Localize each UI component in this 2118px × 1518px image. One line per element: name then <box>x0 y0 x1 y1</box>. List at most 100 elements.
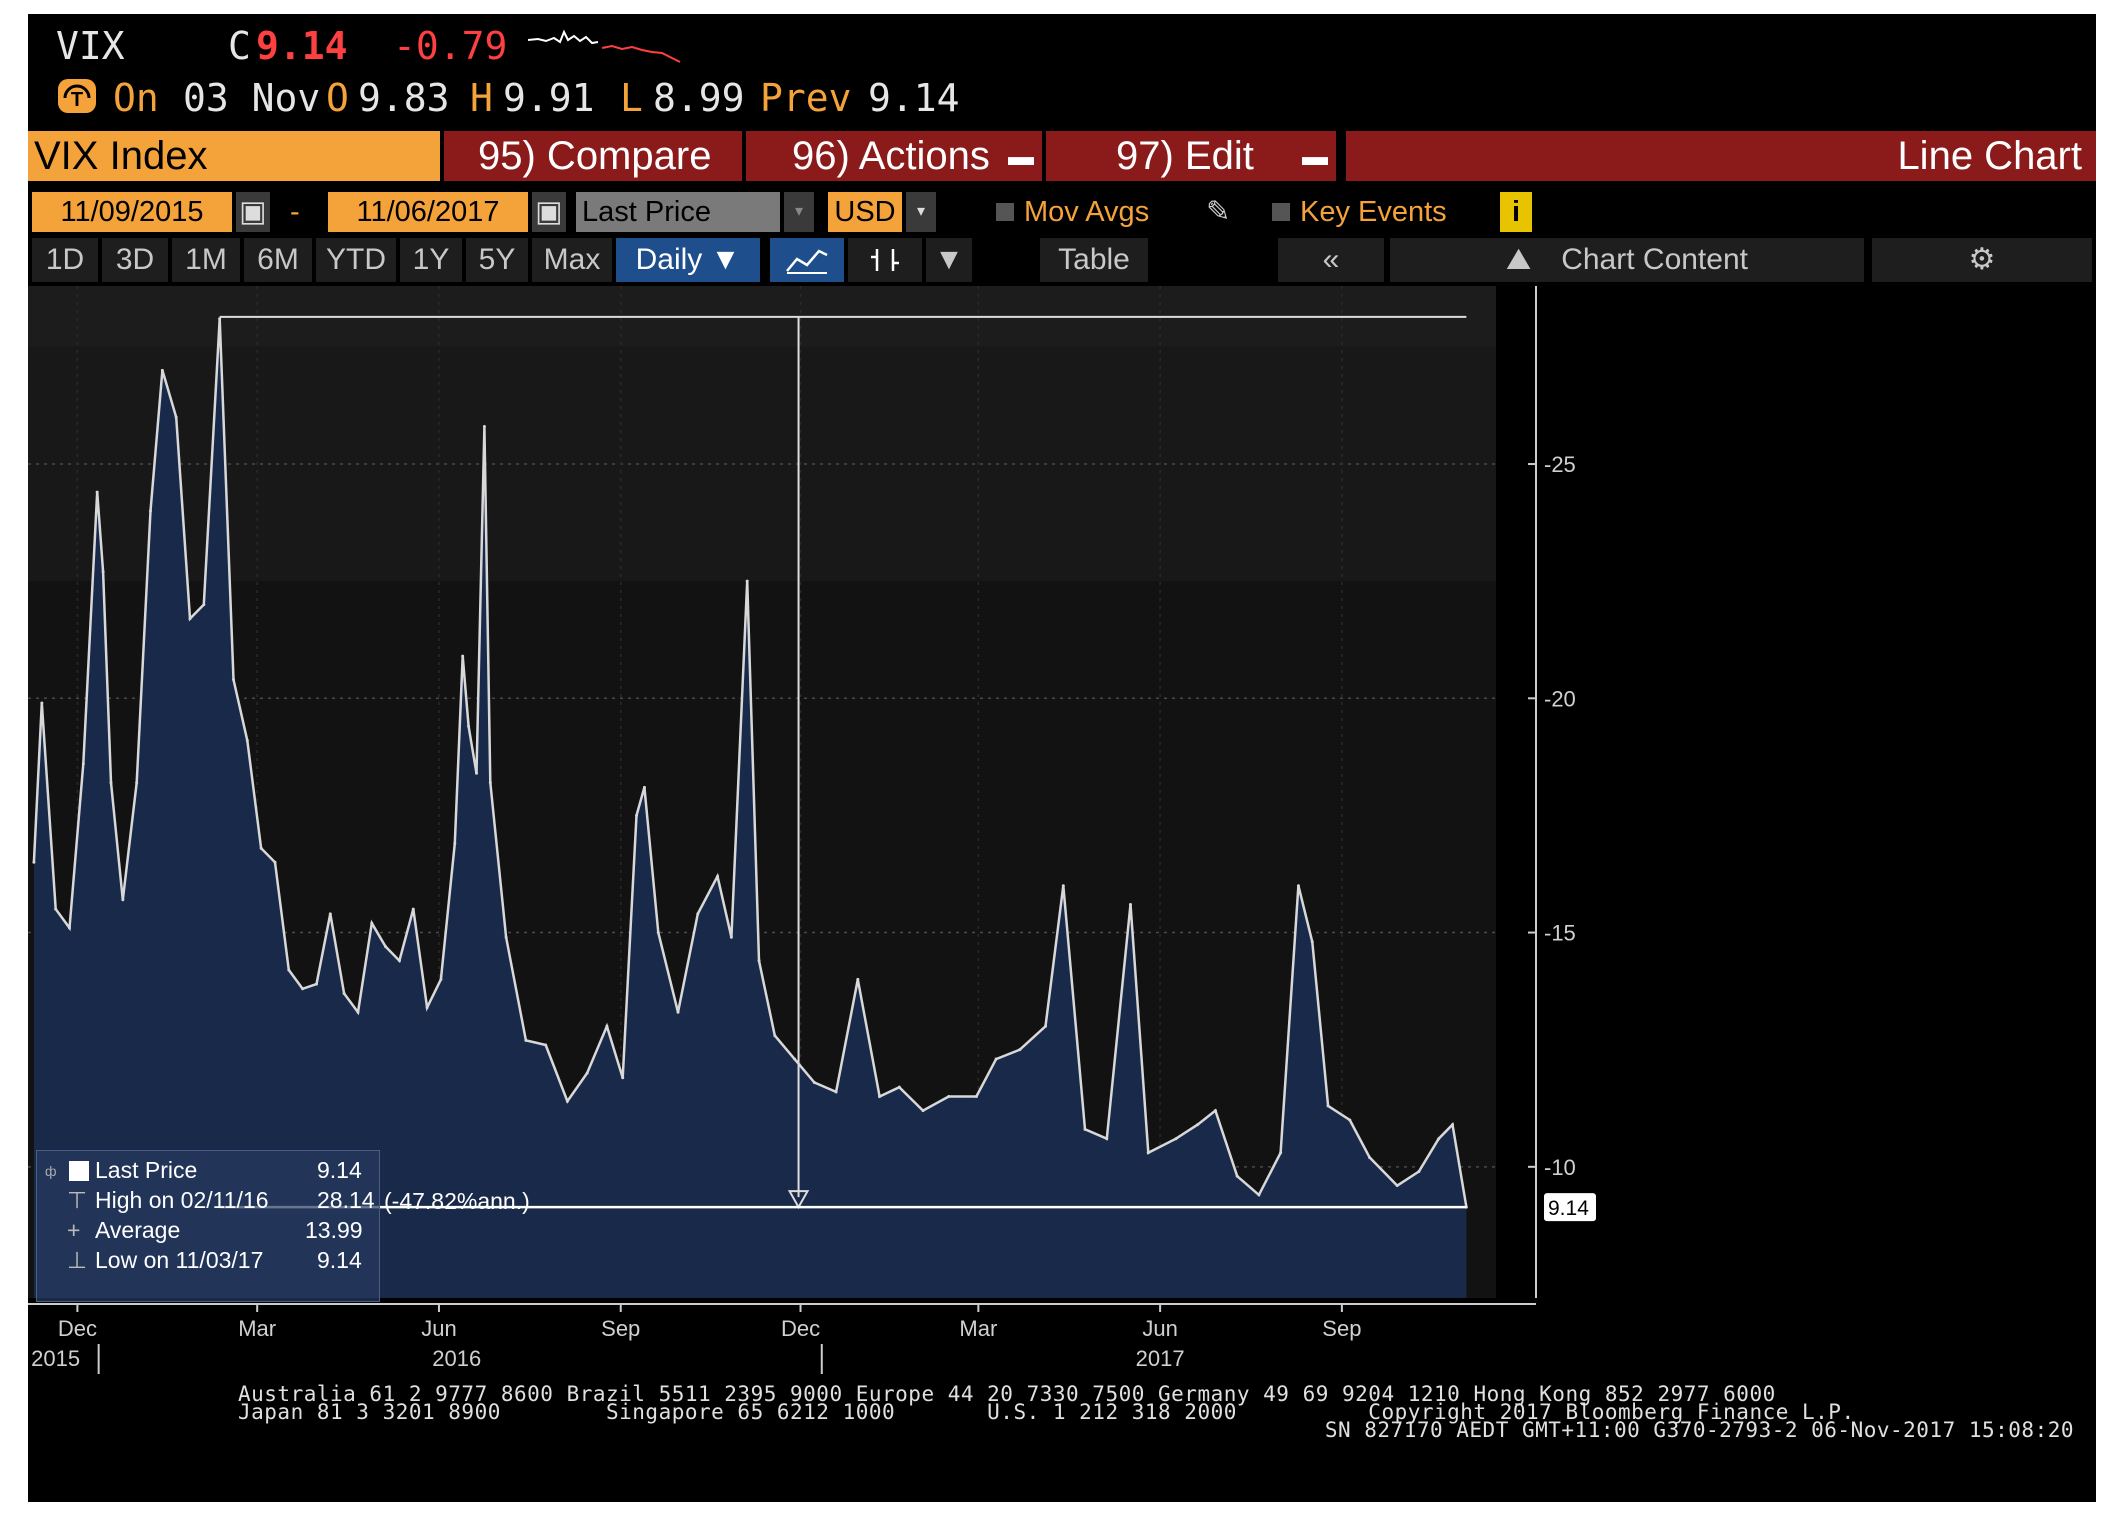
line-chart-icon[interactable] <box>770 238 844 282</box>
period-button[interactable]: Max <box>532 238 612 282</box>
compare-button[interactable]: 95) Compare <box>444 131 742 181</box>
bloomberg-terminal: VIX C 9.14 -0.79 T On 03 Nov O 9.83 H 9.… <box>28 14 2096 1502</box>
info-icon[interactable]: i <box>1500 192 1532 232</box>
bar-chart-icon[interactable] <box>848 238 922 282</box>
currency-dropdown-icon[interactable]: ▾ <box>906 192 936 232</box>
period-button[interactable]: 6M <box>244 238 312 282</box>
collapse-icon[interactable]: « <box>1278 238 1384 282</box>
series-area <box>33 318 1467 1298</box>
legend-last-label: Last Price <box>95 1157 198 1183</box>
low-value: 8.99 <box>653 76 745 120</box>
edit-dropdown[interactable]: ▬ <box>1298 131 1336 181</box>
data-point <box>676 1010 680 1014</box>
edit-button[interactable]: 97) Edit <box>1046 131 1336 181</box>
low-marker-icon: ⊥ <box>67 1247 88 1273</box>
calendar-icon[interactable]: ▣ <box>236 192 270 232</box>
data-point <box>482 425 486 429</box>
data-point <box>1437 1137 1441 1141</box>
legend-tree-icon: ф <box>45 1163 57 1179</box>
data-point <box>32 860 36 864</box>
high-marker-icon: ⊤ <box>67 1187 88 1213</box>
data-point <box>745 579 749 583</box>
chart-type-label: Line Chart <box>1897 134 2082 178</box>
y-tick-label: -25 <box>1544 452 1576 477</box>
data-point <box>656 931 660 935</box>
calendar-icon[interactable]: ▣ <box>532 192 566 232</box>
high-label: H <box>470 76 493 120</box>
data-point <box>565 1099 569 1103</box>
data-point <box>1417 1170 1421 1173</box>
chart-style-dropdown-icon[interactable]: ▼ <box>926 238 972 282</box>
legend-high-value: 28.14 <box>317 1187 375 1213</box>
data-point <box>1279 1151 1283 1155</box>
period-button[interactable]: 1Y <box>400 238 462 282</box>
high-value: 9.91 <box>503 76 595 120</box>
data-point <box>370 921 374 925</box>
data-point <box>1196 1123 1200 1127</box>
end-date-field[interactable]: 11/06/2017 <box>328 192 528 232</box>
data-point <box>40 701 44 705</box>
ticker: VIX <box>56 24 125 68</box>
data-point <box>1083 1127 1087 1131</box>
legend-average-label: Average <box>95 1217 181 1243</box>
prev-value: 9.14 <box>868 76 960 120</box>
period-button[interactable]: YTD <box>316 238 396 282</box>
period-button[interactable]: 3D <box>102 238 168 282</box>
chart-content-icon: ⛰ <box>1506 243 1532 276</box>
key-events-checkbox[interactable] <box>1272 192 1292 232</box>
field-dropdown-icon[interactable]: ▾ <box>784 192 814 232</box>
chart-content-button[interactable]: ⛰ Chart Content <box>1390 238 1864 282</box>
period-button[interactable]: 1M <box>172 238 240 282</box>
drop-arrow-icon <box>787 1190 810 1210</box>
legend-average-value: 13.99 <box>305 1217 363 1243</box>
data-point <box>921 1109 925 1113</box>
date-prefix: On <box>113 76 159 120</box>
period-button[interactable]: 1D <box>32 238 98 282</box>
mov-avgs-checkbox[interactable] <box>996 192 1016 232</box>
legend-last-value: 9.14 <box>317 1157 362 1183</box>
close-prefix: C <box>228 24 251 68</box>
legend-low-label: Low on 11/03/17 <box>95 1247 264 1273</box>
start-date-field[interactable]: 11/09/2015 <box>32 192 232 232</box>
x-tick-label: Jun <box>421 1316 456 1341</box>
legend-low-value: 9.14 <box>317 1247 362 1273</box>
period-button[interactable]: 5Y <box>466 238 528 282</box>
x-year-label: 2017 <box>1136 1346 1185 1371</box>
x-year-label: 2015 <box>31 1346 80 1371</box>
data-point <box>411 907 415 911</box>
data-point <box>231 678 235 682</box>
x-year-label: 2016 <box>432 1346 481 1371</box>
data-point <box>1146 1151 1150 1155</box>
data-point <box>1296 884 1300 888</box>
data-point <box>897 1085 901 1089</box>
table-button[interactable]: Table <box>1040 238 1148 282</box>
y-tick-label: -10 <box>1544 1155 1576 1180</box>
actions-button[interactable]: 96) Actions ▬ <box>746 131 1042 181</box>
settings-gear-icon[interactable]: ⚙ <box>1872 238 2092 282</box>
security-field[interactable]: VIX Index <box>28 131 440 181</box>
data-point <box>488 781 492 785</box>
currency-field[interactable]: USD <box>828 192 902 232</box>
data-point <box>635 813 639 817</box>
chart-type-selector[interactable]: Line Chart <box>1346 131 2096 181</box>
data-point <box>947 1095 951 1099</box>
data-point <box>1451 1123 1455 1127</box>
last-price-swatch[interactable] <box>69 1161 89 1181</box>
pencil-icon[interactable]: ✎ <box>1206 196 1231 228</box>
x-tick-label: Dec <box>58 1316 97 1341</box>
footer-contacts: Australia 61 2 9777 8600 Brazil 5511 239… <box>238 1382 1776 1406</box>
chart-legend: ф Last Price 9.14 ⊤ High on 02/11/16 28.… <box>36 1150 380 1302</box>
data-point <box>135 781 139 785</box>
data-point <box>716 874 720 878</box>
market-status-icon: T <box>58 79 96 113</box>
data-point <box>696 912 700 916</box>
data-point <box>1044 1024 1048 1028</box>
data-point <box>121 898 125 902</box>
field-selector[interactable]: Last Price <box>576 192 780 232</box>
compare-label: 95) Compare <box>478 134 712 178</box>
data-point <box>218 317 222 321</box>
data-point <box>109 781 113 785</box>
frequency-dropdown[interactable]: Daily ▼ <box>616 238 760 282</box>
actions-caret-icon: ▬ <box>1008 141 1034 171</box>
data-point <box>1174 1137 1178 1141</box>
